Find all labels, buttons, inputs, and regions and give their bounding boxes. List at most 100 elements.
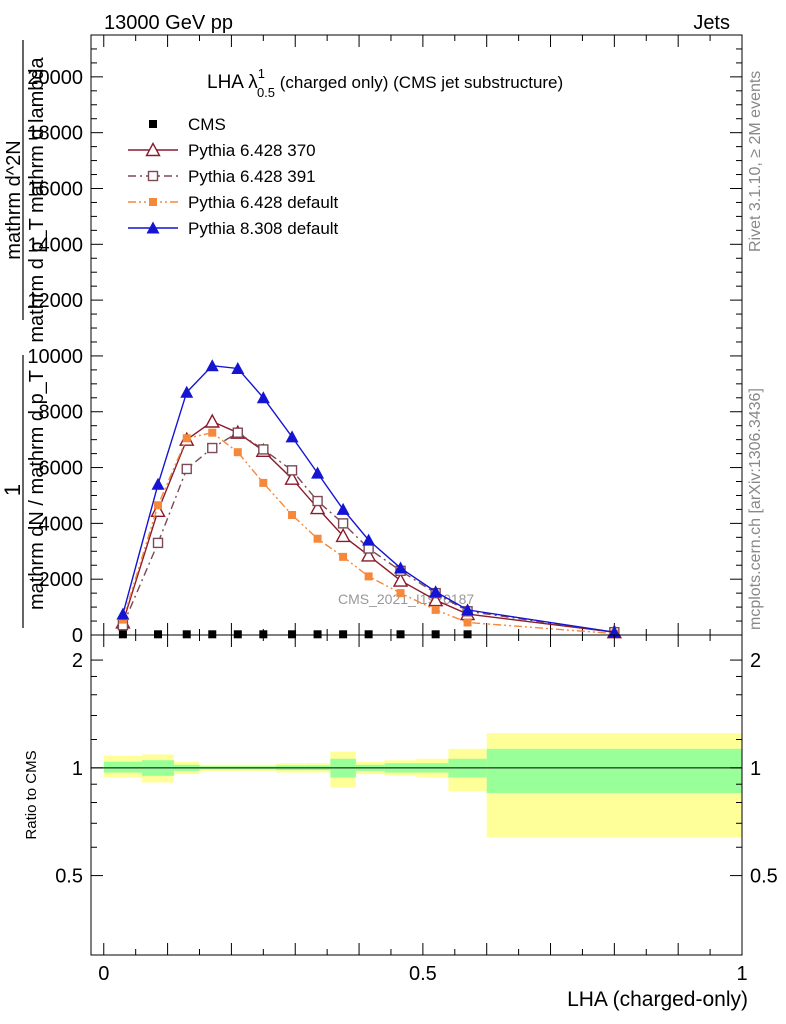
data-point — [364, 572, 373, 581]
x-tick-label: 1 — [736, 963, 747, 985]
ratio-y-axis: 0.5 0.5 1 1 2 2 — [55, 650, 778, 888]
mcplots-label: mcplots.cern.ch [arXiv:1306.3436] — [747, 388, 764, 630]
legend-marker — [149, 120, 157, 128]
data-point — [431, 605, 440, 614]
title-rest: (charged only) (CMS jet substructure) — [275, 73, 563, 92]
data-point — [336, 502, 350, 515]
y-tick-label: 2000 — [39, 569, 84, 591]
legend-marker — [145, 142, 161, 157]
data-point — [205, 359, 219, 372]
data-point — [208, 630, 217, 639]
legend-marker — [149, 198, 157, 206]
ratio-y-tick-label-right: 0.5 — [750, 866, 778, 888]
series-layer — [115, 359, 623, 639]
data-point — [364, 630, 373, 639]
data-point — [258, 444, 269, 455]
main-y-label: 1 mathrm dN / mathrm d p_T mathrm d^2N m… — [0, 40, 48, 628]
data-point — [313, 630, 322, 639]
x-tick-label: 0 — [98, 963, 109, 985]
data-point — [284, 470, 300, 485]
x-axis-label: LHA (charged-only) — [567, 988, 748, 1011]
data-point — [288, 630, 297, 639]
data-point — [259, 478, 268, 487]
ylabel-one: 1 — [0, 484, 25, 496]
y-tick-label: 18000 — [27, 123, 83, 145]
data-point — [285, 430, 299, 443]
x-tick-label: 0.5 — [409, 963, 437, 985]
title-main: LHA λ — [207, 72, 258, 93]
legend-label: CMS — [188, 115, 226, 134]
data-point — [335, 527, 351, 543]
y-tick-label: 0 — [72, 625, 83, 647]
ylabel-numerator: mathrm d^2N — [3, 140, 25, 259]
ratio-y-tick-label: 1 — [72, 758, 83, 780]
y-tick-label: 8000 — [39, 402, 84, 424]
data-point — [233, 448, 242, 457]
main-y-axis: 0 2000 4000 6000 8000 10000 12000 14000 16000 180… — [27, 34, 742, 647]
series-line — [122, 431, 615, 635]
ylabel-denominator: mathrm dN / mathrm d p_T — [26, 370, 48, 610]
header-jets: Jets — [693, 12, 730, 34]
data-point — [256, 391, 270, 404]
data-point — [396, 589, 405, 598]
ratio-x-axis: 0 0.5 1 — [98, 635, 748, 985]
data-point — [182, 434, 191, 443]
data-point — [181, 463, 192, 475]
data-point — [116, 607, 130, 620]
data-point — [463, 618, 472, 627]
data-point — [362, 533, 376, 546]
title-sup: 1 — [258, 66, 265, 81]
series-line — [122, 364, 615, 633]
data-point — [313, 534, 322, 543]
data-point — [182, 630, 191, 639]
y-tick-label: 14000 — [27, 234, 83, 256]
title-sub: 0.5 — [257, 85, 275, 100]
main-x-axis — [103, 35, 743, 635]
data-point — [392, 572, 409, 587]
data-point — [360, 547, 377, 562]
data-point — [152, 537, 164, 549]
legend-label: Pythia 6.428 391 — [188, 167, 316, 186]
data-point — [231, 361, 245, 374]
y-tick-label: 20000 — [27, 67, 83, 89]
ylabel-denominator2: mathrm d p_T mathrm d lambda — [26, 56, 48, 342]
data-point — [461, 603, 475, 616]
ratio-y-label: Ratio to CMS — [23, 750, 40, 839]
data-point — [118, 630, 127, 639]
data-point — [118, 615, 127, 624]
legend: CMS Pythia 6.428 370 Pythia 6.428 391 Pythi… — [128, 115, 339, 238]
ratio-y-tick-label: 2 — [72, 650, 83, 672]
data-point — [311, 466, 325, 479]
data-point — [396, 630, 405, 639]
data-point — [463, 630, 472, 639]
data-point — [233, 630, 242, 639]
y-tick-label: 12000 — [27, 290, 83, 312]
data-point — [309, 500, 326, 515]
ratio-y-tick-label-right: 1 — [750, 758, 761, 780]
data-point — [232, 427, 243, 438]
y-tick-label: 16000 — [27, 178, 83, 200]
data-point — [312, 495, 323, 507]
data-point — [288, 511, 297, 519]
ratio-y-tick-label: 0.5 — [55, 866, 83, 888]
legend-marker — [147, 170, 159, 182]
chart-title: LHA λ1 0.5 (charged only) (CMS jet substr… — [207, 66, 563, 100]
data-point — [429, 585, 443, 598]
data-point — [431, 630, 440, 639]
legend-label: Pythia 6.428 default — [188, 193, 339, 212]
data-point — [204, 413, 220, 428]
ratio-frame — [90, 634, 743, 956]
data-point — [339, 630, 348, 639]
data-point — [286, 465, 298, 476]
data-point — [339, 552, 348, 561]
ratio-inner-band — [486, 748, 742, 794]
data-point — [427, 592, 444, 607]
y-tick-label: 4000 — [39, 513, 84, 535]
data-point — [208, 428, 217, 437]
ratio-y-tick-label-right: 2 — [750, 650, 761, 672]
data-point — [180, 385, 194, 398]
data-point — [150, 502, 166, 518]
data-point — [394, 561, 408, 574]
y-tick-label: 6000 — [39, 458, 84, 480]
